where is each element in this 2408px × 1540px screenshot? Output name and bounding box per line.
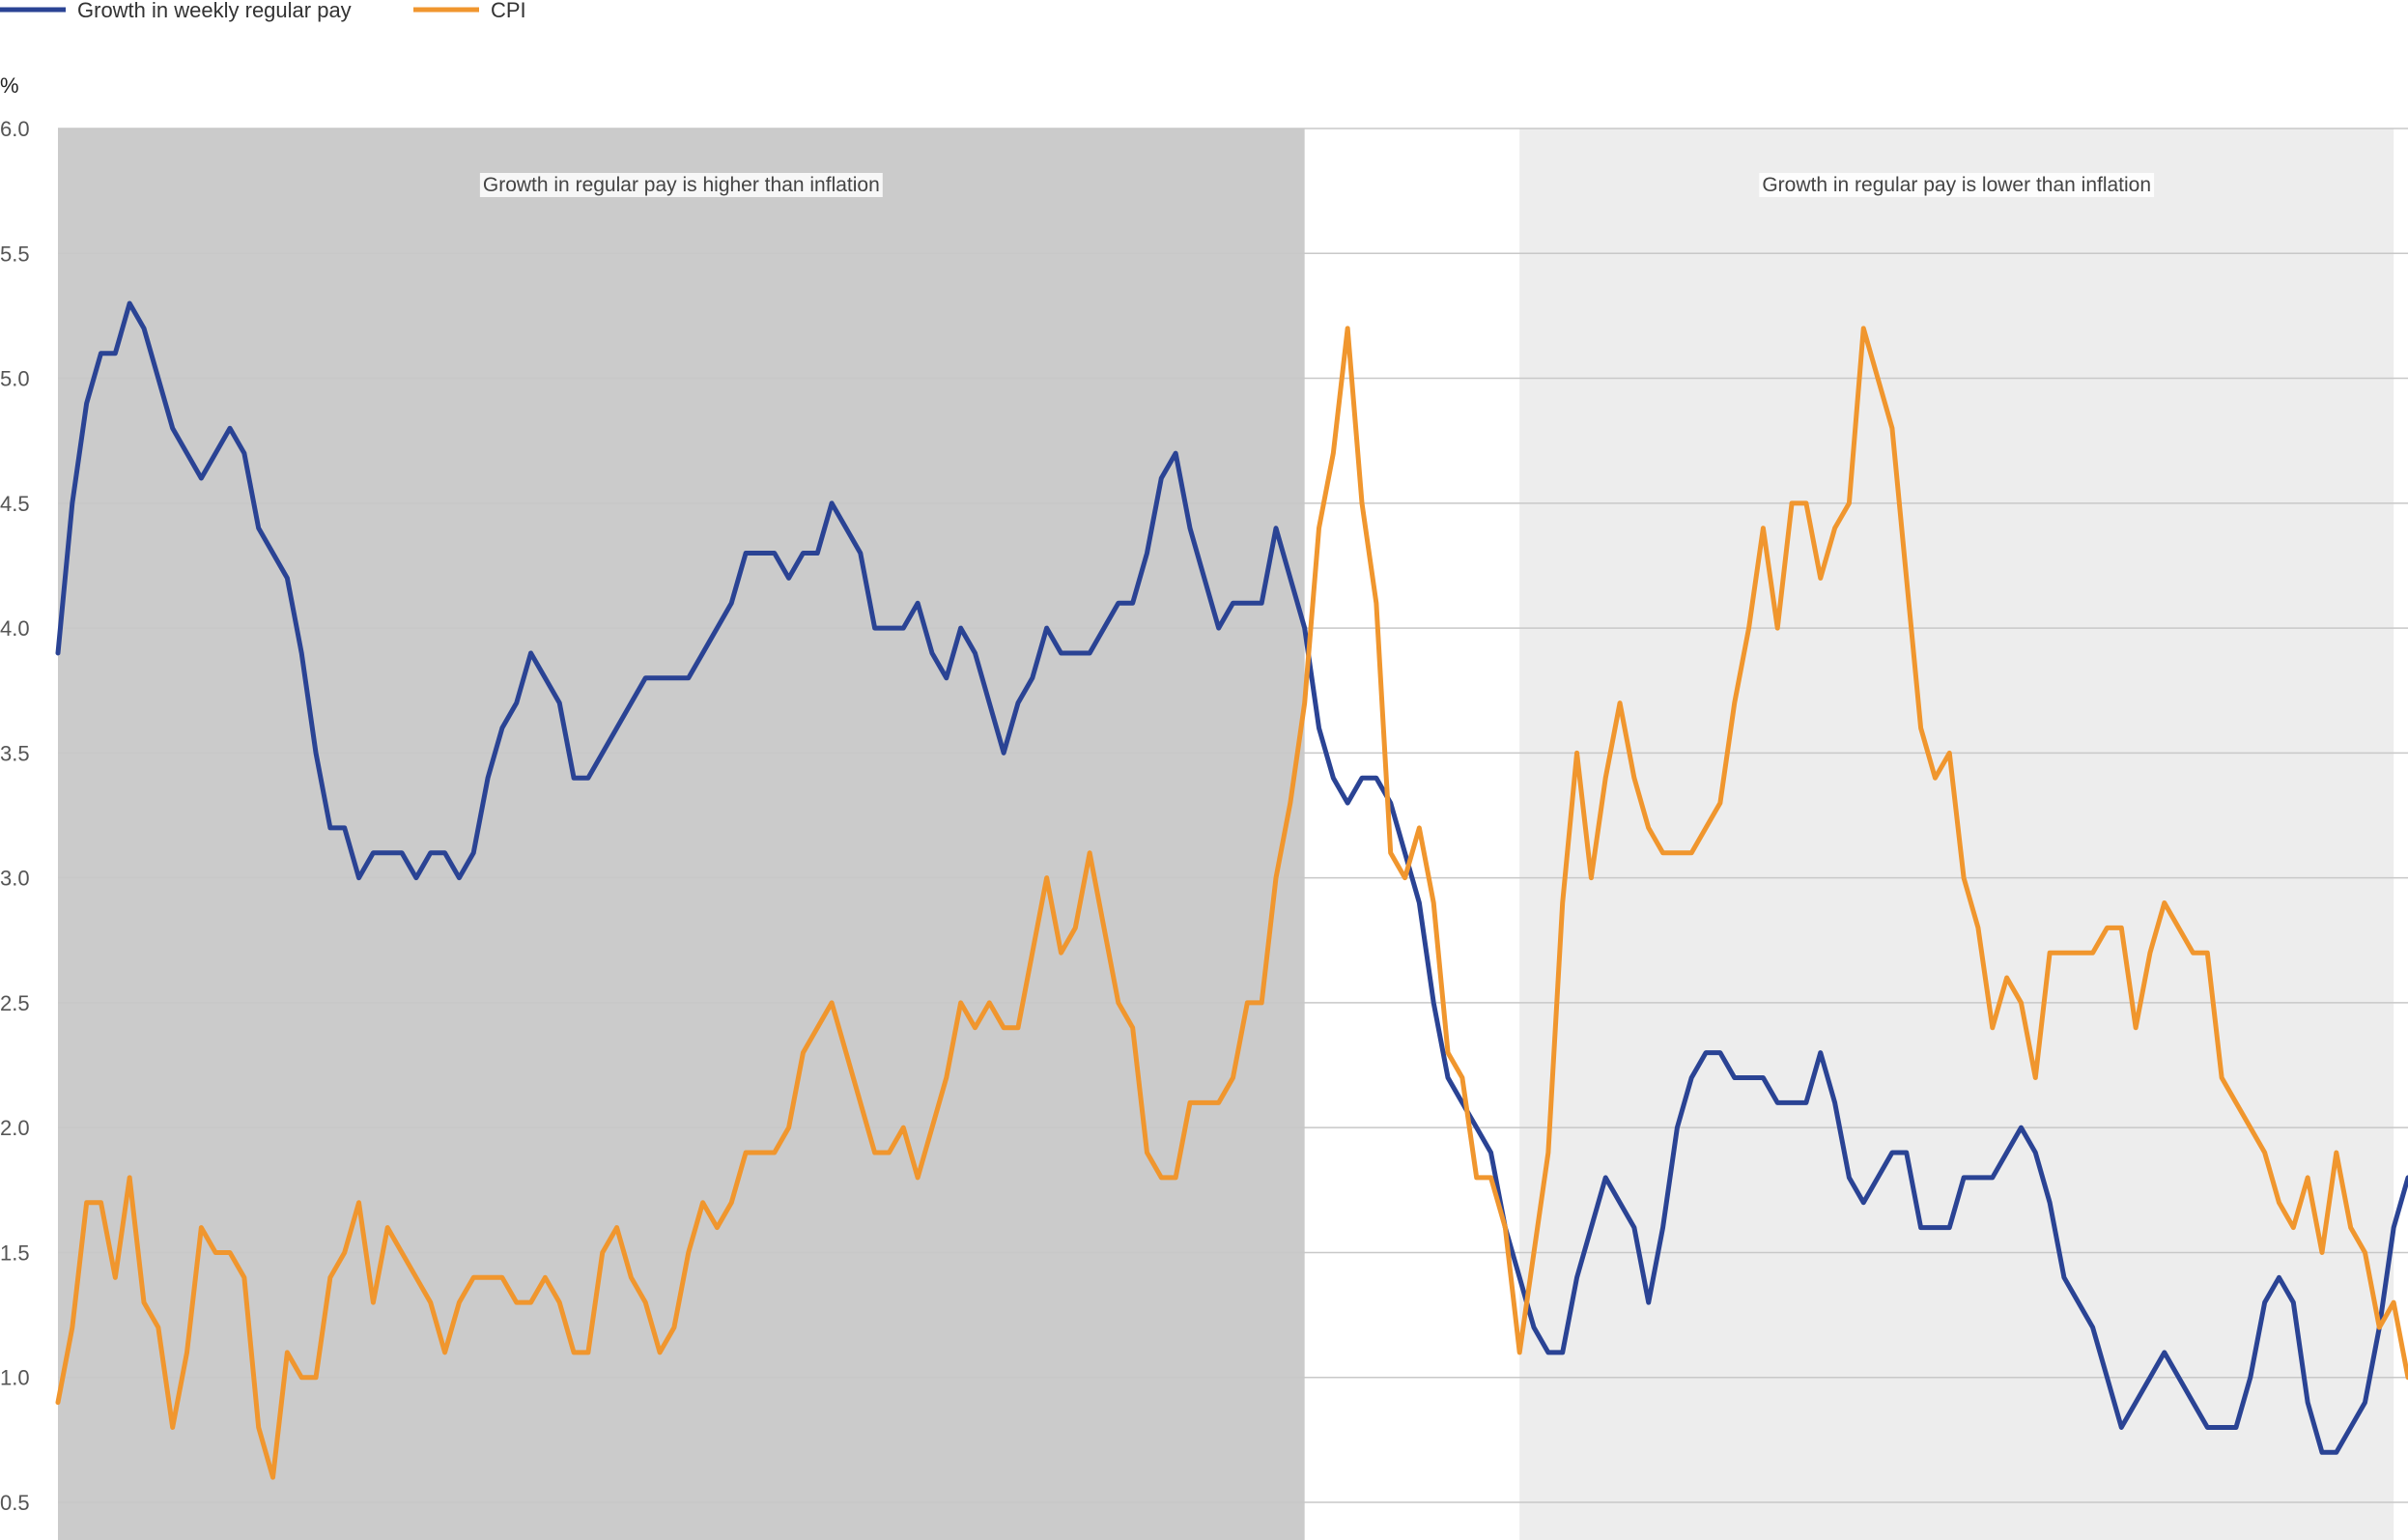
annotation-label: Growth in regular pay is higher than inf…	[479, 173, 883, 197]
annotation-labels: Growth in regular pay is higher than inf…	[479, 173, 2155, 197]
svg-text:Growth in regular pay is lower: Growth in regular pay is lower than infl…	[1762, 174, 2151, 196]
y-tick-label: 3.0	[0, 867, 30, 891]
y-tick-label: 5.0	[0, 367, 30, 391]
y-tick-label: 4.5	[0, 492, 30, 516]
series-lines	[55, 300, 2408, 1480]
y-tick-label: 2.5	[0, 991, 30, 1015]
series-line-weekly-regular-pay	[55, 300, 2408, 1455]
band-higher-than-inflation	[58, 128, 1305, 1540]
y-axis-unit-label: %	[0, 73, 19, 98]
y-axis: 6.0 5.5 5.0 4.5 4.0 3.5 3.0 2.5 2.0 1.5 1.0 0.5	[0, 117, 30, 1515]
y-tick-label: 1.5	[0, 1241, 30, 1265]
y-tick-label: 5.5	[0, 242, 30, 266]
annotation-bands	[58, 128, 2394, 1540]
legend-label: CPI	[491, 0, 526, 22]
gridlines	[58, 128, 2408, 1503]
legend-item-weekly-regular-pay: Growth in weekly regular pay	[0, 0, 352, 22]
series-line-cpi	[55, 326, 2408, 1480]
legend-label: Growth in weekly regular pay	[77, 0, 352, 22]
y-tick-label: 6.0	[0, 117, 30, 141]
legend: Growth in weekly regular pay CPI	[0, 0, 526, 22]
y-tick-label: 4.0	[0, 616, 30, 641]
svg-text:Growth in regular pay is highe: Growth in regular pay is higher than inf…	[483, 174, 880, 196]
y-tick-label: 0.5	[0, 1491, 30, 1515]
y-tick-label: 3.5	[0, 741, 30, 765]
y-tick-label: 1.0	[0, 1366, 30, 1390]
legend-item-cpi: CPI	[413, 0, 526, 22]
y-tick-label: 2.0	[0, 1116, 30, 1140]
annotation-label: Growth in regular pay is lower than infl…	[1759, 173, 2155, 197]
